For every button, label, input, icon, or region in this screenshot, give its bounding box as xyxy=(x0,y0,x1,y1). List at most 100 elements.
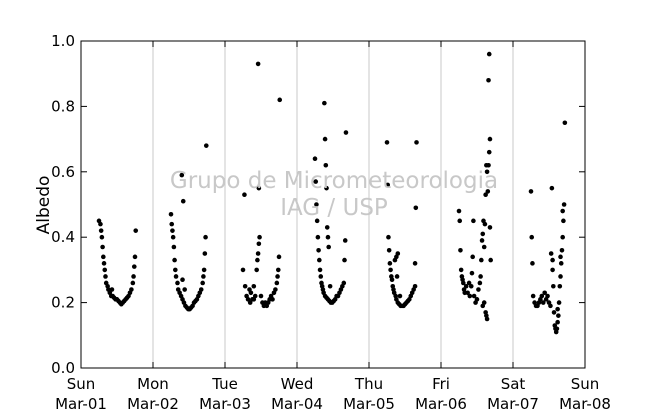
x-tick-day-label: Sat xyxy=(501,375,526,393)
data-point xyxy=(257,234,262,240)
data-point xyxy=(173,274,179,279)
data-point xyxy=(242,283,248,289)
data-point xyxy=(255,251,261,256)
data-point xyxy=(315,234,321,240)
data-point xyxy=(561,218,566,224)
data-point xyxy=(465,290,470,296)
data-point xyxy=(203,234,208,240)
x-tick-day-label: Tue xyxy=(211,375,238,393)
data-point xyxy=(466,280,472,286)
data-point xyxy=(480,231,486,237)
data-point xyxy=(180,277,185,283)
data-point xyxy=(170,234,176,240)
data-point xyxy=(471,293,477,299)
data-point xyxy=(130,280,136,286)
data-point xyxy=(550,257,555,263)
data-point xyxy=(558,261,564,266)
data-point xyxy=(258,293,264,299)
data-point xyxy=(276,254,282,260)
data-point xyxy=(486,162,491,168)
data-point xyxy=(254,267,259,273)
x-tick-day-label: Sun xyxy=(571,375,600,393)
data-point xyxy=(388,267,393,273)
data-point xyxy=(485,189,491,194)
data-point xyxy=(198,287,204,292)
data-point xyxy=(469,270,475,276)
data-point xyxy=(341,280,347,286)
data-point xyxy=(275,267,281,273)
data-point xyxy=(317,257,322,263)
data-point xyxy=(316,247,321,253)
data-point xyxy=(240,267,246,273)
y-tick-label: 0.4 xyxy=(51,228,75,246)
data-point xyxy=(488,257,493,263)
data-point xyxy=(343,130,349,135)
data-point xyxy=(557,283,563,289)
data-point xyxy=(561,202,567,207)
data-point xyxy=(384,140,390,145)
data-point xyxy=(245,297,251,302)
data-point xyxy=(414,140,419,145)
data-point xyxy=(170,228,175,233)
data-point xyxy=(342,257,347,263)
data-point xyxy=(549,185,555,191)
data-point xyxy=(385,182,391,188)
data-point xyxy=(248,290,254,296)
data-point xyxy=(324,225,330,230)
plot-area-frame xyxy=(80,40,586,369)
y-axis: 0.0 0.2 0.4 0.6 0.8 1.0 xyxy=(51,32,585,377)
data-point xyxy=(275,274,280,279)
data-point xyxy=(323,162,329,168)
data-point xyxy=(100,244,105,250)
data-point xyxy=(277,97,283,103)
data-point xyxy=(252,293,258,299)
data-point xyxy=(560,208,565,214)
data-point xyxy=(247,300,253,305)
data-point xyxy=(273,287,278,292)
data-point xyxy=(487,136,493,142)
data-point xyxy=(479,257,484,263)
data-point xyxy=(325,234,331,240)
data-point xyxy=(180,198,186,204)
albedo-points xyxy=(96,51,568,335)
data-point xyxy=(540,300,546,305)
data-point xyxy=(386,234,391,240)
data-point xyxy=(457,218,463,224)
data-point xyxy=(256,241,262,247)
data-point xyxy=(175,280,180,286)
data-point xyxy=(554,326,560,332)
data-point xyxy=(413,205,419,211)
x-tick-day-label: Fri xyxy=(432,375,450,393)
data-point xyxy=(129,287,134,292)
data-point xyxy=(203,143,209,148)
y-tick-label: 0.0 xyxy=(51,359,75,377)
data-point xyxy=(483,192,488,197)
x-tick-date-label: Mar-07 xyxy=(487,395,539,409)
data-point xyxy=(314,202,319,207)
x-tick-day-label: Thu xyxy=(354,375,383,393)
data-point xyxy=(484,169,490,175)
data-point xyxy=(324,185,329,191)
data-point xyxy=(487,225,493,230)
data-point xyxy=(562,120,568,126)
data-point xyxy=(169,221,175,227)
data-point xyxy=(539,293,545,299)
y-tick-label: 1.0 xyxy=(51,32,75,50)
data-point xyxy=(456,208,462,214)
data-point xyxy=(133,228,139,233)
data-point xyxy=(242,192,247,197)
data-point xyxy=(103,274,108,279)
data-point xyxy=(322,136,328,142)
data-point xyxy=(132,254,138,260)
data-point xyxy=(468,283,474,289)
data-point xyxy=(200,280,205,286)
data-point xyxy=(251,283,257,289)
data-point xyxy=(102,267,108,273)
data-point xyxy=(558,254,563,260)
data-point xyxy=(392,257,398,263)
data-point xyxy=(548,251,554,256)
data-point xyxy=(202,251,208,256)
data-point xyxy=(556,313,561,318)
data-point xyxy=(482,221,488,227)
x-axis: Sun Mar-01 Mon Mar-02 Tue Mar-03 Wed Mar-04 Thu M… xyxy=(55,41,611,409)
